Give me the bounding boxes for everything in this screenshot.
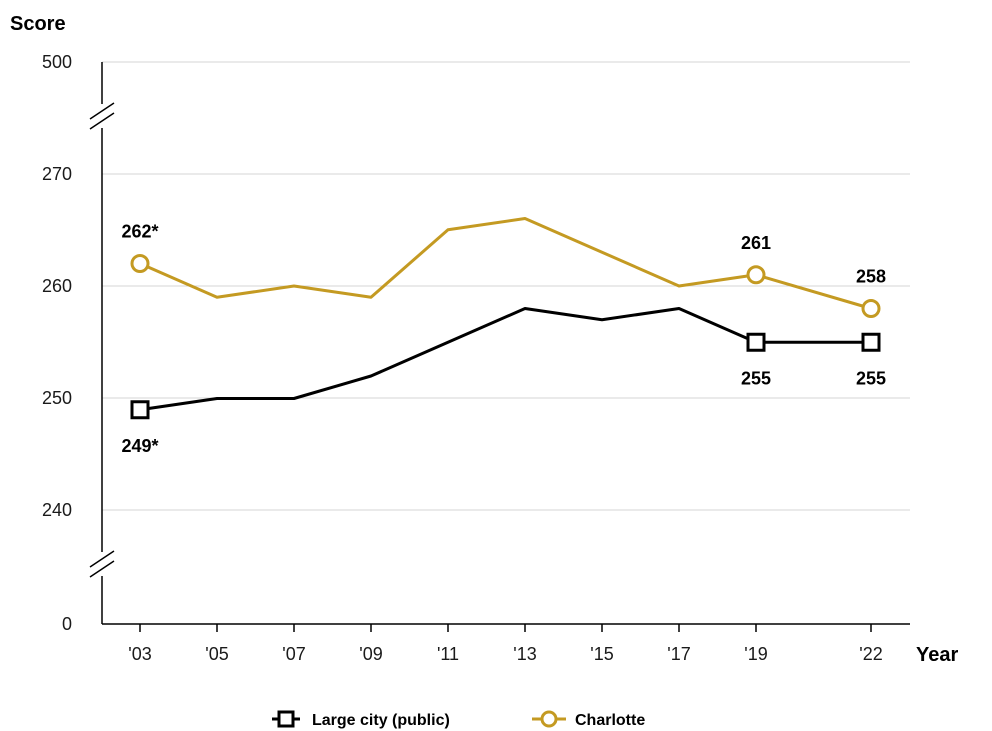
x-axis-title: Year: [916, 644, 958, 666]
y-axis-title: Score: [10, 13, 66, 35]
y-tick-label-500: 500: [42, 52, 72, 72]
data-point-square: [746, 332, 766, 352]
axis-break-mark: [89, 112, 115, 130]
x-tick-label: '17: [667, 644, 690, 664]
gridlines: [102, 61, 910, 511]
data-label: 258: [856, 267, 886, 287]
data-label: 255: [741, 368, 771, 388]
legend-label-large-city: Large city (public): [312, 712, 450, 729]
x-tick-label: '07: [282, 644, 305, 664]
data-label: 255: [856, 368, 886, 388]
axes: [101, 62, 910, 625]
data-labels: 249* 255 255 262* 261 258: [121, 222, 886, 456]
legend-circle-icon: [540, 710, 558, 728]
data-point-circle: [130, 254, 150, 273]
series-line-charlotte: [139, 217, 872, 310]
data-point-square: [861, 332, 881, 352]
axis-breaks: [89, 102, 115, 578]
x-tick-label: '09: [359, 644, 382, 664]
y-tick-label-270: 270: [42, 164, 72, 184]
x-tick-labels: '03 '05 '07 '09 '11 '13 '15 '17 '19 '22: [128, 624, 883, 664]
series-line-large-city: [139, 307, 871, 412]
y-tick-label-250: 250: [42, 388, 72, 408]
data-point-circle: [746, 265, 766, 285]
series-layer: [130, 217, 881, 420]
y-tick-label-0: 0: [62, 614, 72, 634]
axis-break-mark: [89, 550, 115, 568]
data-label: 262*: [121, 222, 158, 242]
y-tick-labels: 500 270 260 250 240 0: [42, 52, 72, 634]
x-tick-label: '22: [859, 644, 882, 664]
y-tick-label-240: 240: [42, 500, 72, 520]
data-label: 261: [741, 233, 771, 253]
legend: Large city (public) Charlotte: [272, 710, 645, 729]
x-tick-label: '11: [437, 644, 459, 664]
x-tick-label: '13: [513, 644, 536, 664]
x-tick-label: '05: [205, 644, 228, 664]
x-tick-label: '19: [744, 644, 767, 664]
legend-label-charlotte: Charlotte: [575, 712, 645, 729]
data-point-square: [130, 400, 150, 420]
y-tick-label-260: 260: [42, 276, 72, 296]
axis-break-mark: [89, 102, 115, 120]
data-point-circle: [861, 299, 881, 318]
x-tick-label: '15: [590, 644, 613, 664]
axis-break-mark: [89, 560, 115, 578]
x-tick-label: '03: [128, 644, 151, 664]
legend-square-icon: [277, 710, 295, 728]
data-label: 249*: [121, 436, 158, 456]
